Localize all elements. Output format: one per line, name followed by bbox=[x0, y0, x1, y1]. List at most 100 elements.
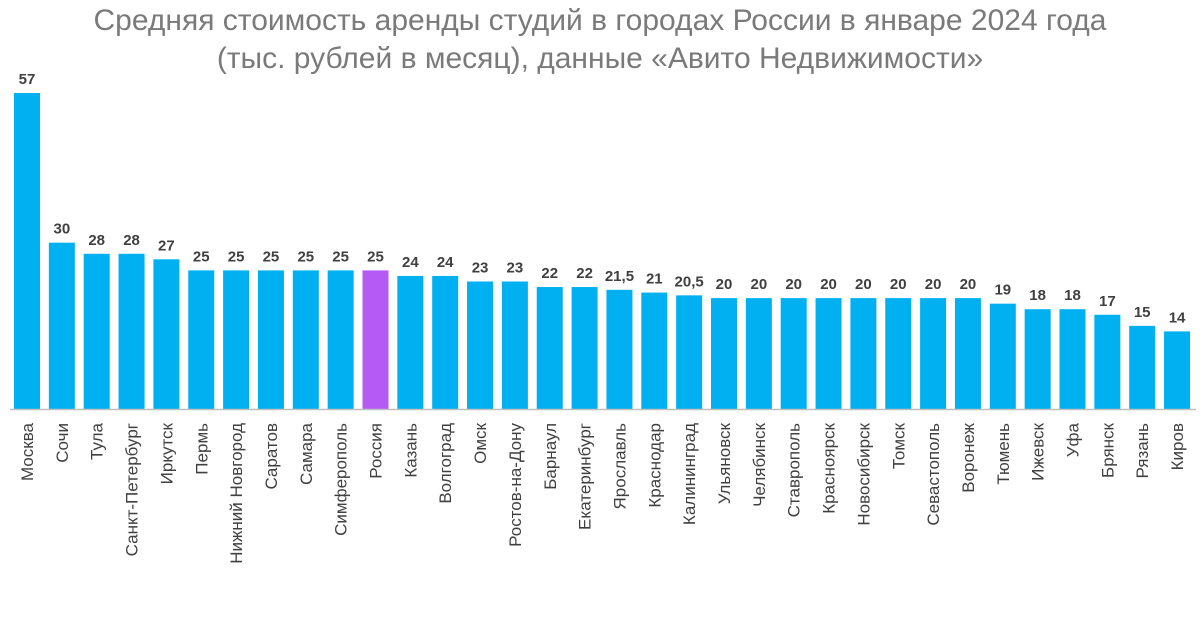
x-tick-label: Калининград bbox=[680, 423, 699, 525]
bar-value-label: 20 bbox=[820, 276, 837, 293]
bar bbox=[780, 298, 807, 409]
bar-value-label: 20 bbox=[751, 276, 768, 293]
bar bbox=[1094, 314, 1121, 409]
bar-value-label: 25 bbox=[263, 248, 280, 265]
x-tick-label: Барнаул bbox=[541, 423, 560, 490]
bar bbox=[467, 281, 494, 409]
x-tick-label: Волгоград bbox=[436, 423, 455, 504]
chart-title: Средняя стоимость аренды студий в города… bbox=[0, 2, 1200, 78]
x-tick-label: Самара bbox=[297, 422, 316, 485]
bar bbox=[676, 295, 703, 409]
x-tick-label: Ярославль bbox=[610, 423, 629, 510]
x-tick-label: Омск bbox=[471, 422, 490, 463]
x-tick-label: Киров bbox=[1168, 423, 1187, 470]
bar bbox=[815, 298, 842, 409]
bar-value-label: 18 bbox=[1029, 287, 1046, 304]
x-tick-label: Рязань bbox=[1133, 423, 1152, 479]
x-tick-label: Ставрополь bbox=[785, 423, 804, 517]
bar bbox=[606, 289, 633, 409]
bar bbox=[954, 298, 981, 409]
bar-value-label: 20 bbox=[925, 276, 942, 293]
bar-value-label: 25 bbox=[367, 248, 384, 265]
bar bbox=[989, 303, 1016, 409]
chart-subtitle-line: (тыс. рублей в месяц), данные «Авито Нед… bbox=[216, 42, 984, 75]
bar-value-label: 30 bbox=[54, 221, 71, 238]
x-tick-label: Челябинск bbox=[750, 422, 769, 506]
bar bbox=[711, 298, 737, 409]
bar-value-label: 20 bbox=[960, 276, 977, 293]
bar bbox=[83, 253, 110, 409]
x-tick-label: Нижний Новгород bbox=[227, 423, 246, 564]
bar-value-label: 21 bbox=[646, 271, 663, 288]
bar bbox=[571, 287, 598, 409]
bar-value-label: 22 bbox=[541, 265, 558, 282]
bar bbox=[1129, 325, 1156, 409]
x-tick-label: Казань bbox=[401, 423, 420, 478]
bar-value-label: 20,5 bbox=[675, 273, 704, 290]
chart-title-line: Средняя стоимость аренды студий в города… bbox=[93, 4, 1107, 37]
bar-value-label: 14 bbox=[1169, 309, 1186, 326]
x-tick-label: Краснодар bbox=[645, 423, 664, 508]
x-tick-label: Тюмень bbox=[994, 423, 1013, 485]
x-tick-label: Уфа bbox=[1064, 422, 1083, 457]
bar bbox=[641, 292, 668, 409]
bar-value-label: 28 bbox=[123, 232, 140, 249]
x-tick-label: Сочи bbox=[53, 423, 72, 463]
bar bbox=[850, 298, 877, 409]
x-tick-label: Воронеж bbox=[959, 422, 978, 492]
bar bbox=[118, 253, 145, 409]
bar-value-label: 19 bbox=[994, 282, 1011, 299]
bar-value-label: 24 bbox=[437, 254, 454, 271]
bar-value-label: 15 bbox=[1134, 304, 1151, 321]
bar-value-label: 23 bbox=[507, 259, 524, 276]
x-tick-label: Ижевск bbox=[1029, 422, 1048, 480]
bar-value-label: 17 bbox=[1099, 293, 1116, 310]
bar bbox=[536, 287, 563, 409]
bar bbox=[397, 275, 424, 409]
bar-value-label: 18 bbox=[1064, 287, 1081, 304]
x-tick-label: Москва bbox=[18, 422, 37, 481]
bar-value-label: 20 bbox=[855, 276, 872, 293]
bar bbox=[223, 270, 250, 409]
bar-value-label: 25 bbox=[332, 248, 349, 265]
bar bbox=[14, 93, 40, 409]
x-tick-label: Ростов-на-Дону bbox=[506, 423, 525, 547]
bar-value-label: 20 bbox=[890, 276, 907, 293]
bar-value-label: 20 bbox=[716, 276, 733, 293]
bar-value-label: 25 bbox=[193, 248, 210, 265]
x-tick-label: Ульяновск bbox=[715, 422, 734, 504]
x-tick-label: Новосибирск bbox=[854, 422, 873, 525]
x-tick-label: Екатеринбург bbox=[576, 423, 595, 530]
bar bbox=[188, 270, 215, 409]
bar-value-label: 21,5 bbox=[605, 268, 634, 285]
bar-value-label: 23 bbox=[472, 259, 489, 276]
bar-value-label: 20 bbox=[785, 276, 802, 293]
bar bbox=[885, 298, 912, 409]
bar-value-label: 27 bbox=[158, 237, 175, 254]
x-tick-label: Иркутск bbox=[157, 422, 176, 484]
x-tick-label: Брянск bbox=[1098, 422, 1117, 478]
x-tick-label: Красноярск bbox=[820, 422, 839, 513]
bar bbox=[362, 270, 389, 409]
x-tick-label: Санкт-Петербург bbox=[123, 423, 142, 556]
bar bbox=[1059, 309, 1086, 409]
bar bbox=[292, 270, 319, 409]
x-tick-label: Россия bbox=[367, 423, 386, 479]
bar bbox=[1024, 309, 1051, 409]
x-tick-label: Томск bbox=[889, 422, 908, 469]
x-tick-label: Саратов bbox=[262, 423, 281, 490]
x-tick-label: Севастополь bbox=[924, 423, 943, 526]
bar-value-label: 25 bbox=[228, 248, 245, 265]
bar-value-label: 57 bbox=[19, 71, 36, 88]
bar bbox=[1164, 331, 1191, 409]
bar bbox=[257, 270, 284, 409]
bar-value-label: 24 bbox=[402, 254, 419, 271]
bar-value-label: 25 bbox=[297, 248, 314, 265]
bar bbox=[327, 270, 354, 409]
bar bbox=[153, 259, 180, 409]
x-tick-label: Симферополь bbox=[332, 423, 351, 536]
bar bbox=[920, 298, 947, 409]
bar-value-label: 22 bbox=[576, 265, 593, 282]
bar bbox=[432, 275, 459, 409]
